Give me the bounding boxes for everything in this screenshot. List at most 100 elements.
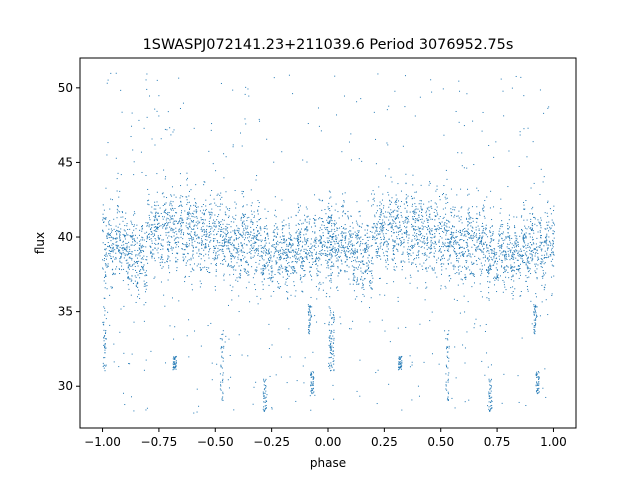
data-point: [537, 256, 539, 258]
data-point: [447, 244, 449, 246]
data-point: [213, 240, 215, 242]
data-point: [542, 272, 544, 274]
data-point: [466, 243, 468, 245]
data-point: [523, 250, 525, 252]
data-point: [371, 281, 373, 283]
data-point: [402, 221, 404, 223]
data-point: [451, 237, 453, 239]
data-point: [418, 239, 420, 241]
data-point: [126, 232, 128, 234]
data-point: [256, 234, 258, 236]
data-point: [417, 270, 419, 272]
data-point: [184, 281, 186, 283]
data-point: [124, 234, 126, 236]
data-point: [222, 372, 224, 374]
data-point: [132, 235, 134, 237]
data-point: [200, 217, 202, 219]
data-point: [547, 244, 549, 246]
data-point: [485, 234, 487, 236]
data-point: [515, 232, 517, 234]
data-point: [147, 188, 149, 190]
data-point: [329, 249, 331, 251]
data-point: [122, 247, 124, 249]
data-point: [528, 270, 530, 272]
data-point: [239, 277, 241, 279]
data-point: [219, 225, 221, 227]
data-point: [108, 221, 110, 223]
data-point: [318, 253, 320, 255]
data-point: [212, 238, 214, 240]
data-point: [277, 250, 279, 252]
data-point: [356, 280, 358, 282]
data-point: [141, 246, 143, 248]
data-point: [367, 244, 369, 246]
data-point: [514, 226, 516, 228]
data-point: [184, 244, 186, 246]
data-point: [107, 263, 109, 265]
data-point: [438, 229, 440, 231]
data-point: [222, 263, 224, 265]
data-point: [481, 232, 483, 234]
data-point: [329, 275, 331, 277]
data-point: [463, 235, 465, 237]
data-point: [261, 258, 263, 260]
data-point: [274, 196, 276, 198]
data-point: [185, 244, 187, 246]
data-point: [394, 226, 396, 228]
data-point: [352, 279, 354, 281]
data-point: [123, 229, 125, 231]
data-point: [271, 272, 273, 274]
data-point: [110, 228, 112, 230]
data-point: [529, 233, 531, 235]
data-point: [189, 233, 191, 235]
data-point: [543, 257, 545, 259]
data-point: [302, 268, 304, 270]
data-point: [235, 247, 237, 249]
data-point: [294, 261, 296, 263]
data-point: [453, 249, 455, 251]
data-point: [179, 173, 181, 175]
data-point: [221, 239, 223, 241]
data-point: [449, 234, 451, 236]
data-point: [105, 274, 107, 276]
data-point: [194, 231, 196, 233]
data-point: [292, 272, 294, 274]
data-point: [221, 203, 223, 205]
data-point: [158, 215, 160, 217]
data-point: [112, 261, 114, 263]
data-point: [411, 244, 413, 246]
data-point: [222, 330, 224, 332]
data-point: [552, 230, 554, 232]
data-point: [327, 247, 329, 249]
data-point: [397, 213, 399, 215]
data-point: [171, 236, 173, 238]
data-point: [102, 230, 104, 232]
data-point: [293, 249, 295, 251]
data-point: [281, 221, 283, 223]
data-point: [374, 236, 376, 238]
data-point: [406, 211, 408, 213]
data-point: [157, 243, 159, 245]
data-point: [112, 249, 114, 251]
data-point: [223, 239, 225, 241]
data-point: [544, 284, 546, 286]
data-point: [509, 242, 511, 244]
data-point: [291, 250, 293, 252]
data-point: [382, 227, 384, 229]
data-point: [523, 234, 525, 236]
data-point: [375, 230, 377, 232]
data-point: [419, 240, 421, 242]
data-point: [146, 241, 148, 243]
data-point: [436, 262, 438, 264]
data-point: [226, 239, 228, 241]
data-point: [253, 211, 255, 213]
data-point: [534, 326, 536, 328]
data-point: [381, 211, 383, 213]
data-point: [515, 268, 517, 270]
data-point: [272, 245, 274, 247]
data-point: [447, 339, 449, 341]
data-point: [297, 238, 299, 240]
data-point: [170, 230, 172, 232]
data-point: [399, 357, 401, 359]
data-point: [263, 231, 265, 233]
